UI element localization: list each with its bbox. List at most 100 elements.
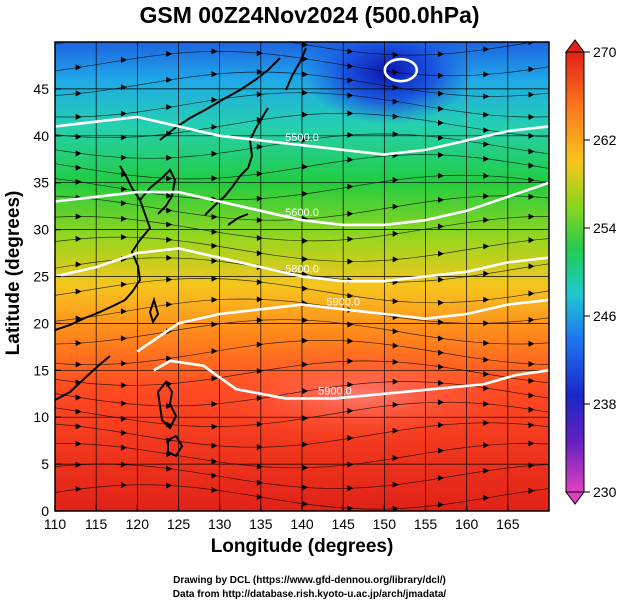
wind-arrow [437, 72, 444, 79]
wind-arrow [302, 484, 309, 491]
y-axis-label: Latitude (degrees) [3, 190, 24, 356]
coastline-manchuria [159, 57, 281, 141]
wind-arrow [211, 487, 218, 494]
contour-label: 5900.0 [318, 385, 352, 397]
wind-arrow [75, 461, 82, 468]
wind-arrow [75, 408, 82, 415]
wind-arrow [302, 111, 309, 118]
colorbar-tick-label: 230 [593, 484, 617, 500]
contour-line [55, 247, 549, 283]
wind-arrow [256, 195, 263, 202]
wind-arrow [302, 501, 309, 508]
wind-arrow [347, 435, 354, 442]
wind-arrow [120, 461, 127, 468]
wind-arrow [347, 92, 354, 99]
wind-arrow [120, 215, 127, 222]
colorbar-ticks: 230 238 246 254 262 270 [584, 44, 617, 500]
contour-label: 5800.0 [285, 264, 319, 276]
wind-arrow [256, 279, 263, 286]
wind-arrow [392, 505, 399, 511]
wind-arrow [257, 35, 263, 41]
wind-arrow [75, 423, 82, 430]
y-tick-label: 40 [33, 128, 49, 144]
y-axis-ticks: 0 5 10 15 20 25 30 35 40 45 [33, 81, 61, 519]
wind-arrow [256, 317, 263, 324]
y-tick-label: 30 [33, 222, 49, 238]
wind-arrow [528, 148, 535, 155]
wind-arrow [302, 415, 309, 422]
wind-arrow [302, 337, 309, 344]
wind-arrow [347, 131, 354, 138]
wind-arrow [528, 406, 535, 413]
wind-arrow [528, 162, 535, 169]
wind-arrow [75, 64, 82, 71]
wind-arrow [121, 31, 127, 37]
y-tick-label: 45 [33, 81, 49, 97]
wind-arrow [392, 427, 399, 434]
wind-arrow [120, 429, 127, 436]
wind-arrow [528, 487, 535, 494]
x-axis-ticks: 110 115 120 125 130 135 140 145 150 155 160 165 [44, 505, 520, 532]
wind-arrow [437, 349, 444, 356]
wind-arrow [256, 341, 263, 348]
wind-arrow [211, 242, 218, 249]
wind-arrow [437, 501, 444, 508]
wind-arrow [392, 481, 399, 488]
wind-arrow [120, 444, 127, 451]
wind-arrow [483, 141, 490, 148]
wind-arrow [528, 377, 535, 384]
coastline-taiwan [148, 296, 160, 325]
wind-arrow [528, 290, 535, 297]
wind-arrow [256, 250, 263, 257]
wind-arrow [437, 399, 444, 406]
y-tick-label: 35 [33, 175, 49, 191]
low-center-contour [383, 57, 419, 83]
wind-arrow [211, 150, 218, 157]
x-tick-label: 115 [85, 516, 108, 532]
wind-arrow [347, 338, 354, 345]
wind-arrow [437, 51, 444, 58]
x-tick-label: 150 [373, 516, 397, 532]
wind-arrow [211, 213, 218, 220]
wind-arrow [256, 494, 263, 501]
wind-arrow [483, 93, 490, 100]
wind-arrow [75, 90, 82, 97]
wind-arrow [211, 400, 218, 407]
wind-arrow [347, 292, 354, 299]
wind-arrow [75, 340, 82, 347]
wind-arrow [302, 237, 309, 244]
wind-arrow [437, 335, 444, 342]
wind-arrow [166, 465, 173, 472]
wind-arrow [75, 440, 82, 447]
x-tick-label: 155 [414, 516, 438, 532]
contour-line [136, 298, 549, 353]
wind-arrow [483, 270, 490, 277]
wind-arrow [256, 50, 263, 57]
wind-arrow [392, 69, 399, 76]
contour-line [55, 115, 549, 156]
wind-arrow [528, 392, 535, 399]
colorbar-bottom-triangle [565, 491, 585, 505]
wind-arrow [392, 113, 399, 120]
wind-arrow [528, 340, 535, 347]
wind-arrow [256, 143, 263, 150]
wind-arrow [302, 256, 309, 263]
wind-arrow [437, 90, 444, 97]
wind-arrow [347, 258, 354, 265]
wind-arrow [75, 394, 82, 401]
wind-arrow [392, 342, 399, 349]
x-tick-label: 125 [167, 516, 191, 532]
wind-arrow [483, 243, 490, 250]
wind-arrow [211, 442, 218, 449]
wind-arrow [302, 387, 309, 394]
wind-arrow [211, 96, 218, 103]
wind-arrow [256, 217, 263, 224]
wind-arrow [528, 361, 535, 368]
wind-arrow [347, 48, 354, 55]
wind-arrow [120, 308, 127, 315]
wind-arrow [437, 223, 444, 230]
wind-arrow [347, 485, 354, 492]
y-tick-label: 20 [33, 315, 49, 331]
wind-arrow [483, 216, 490, 223]
